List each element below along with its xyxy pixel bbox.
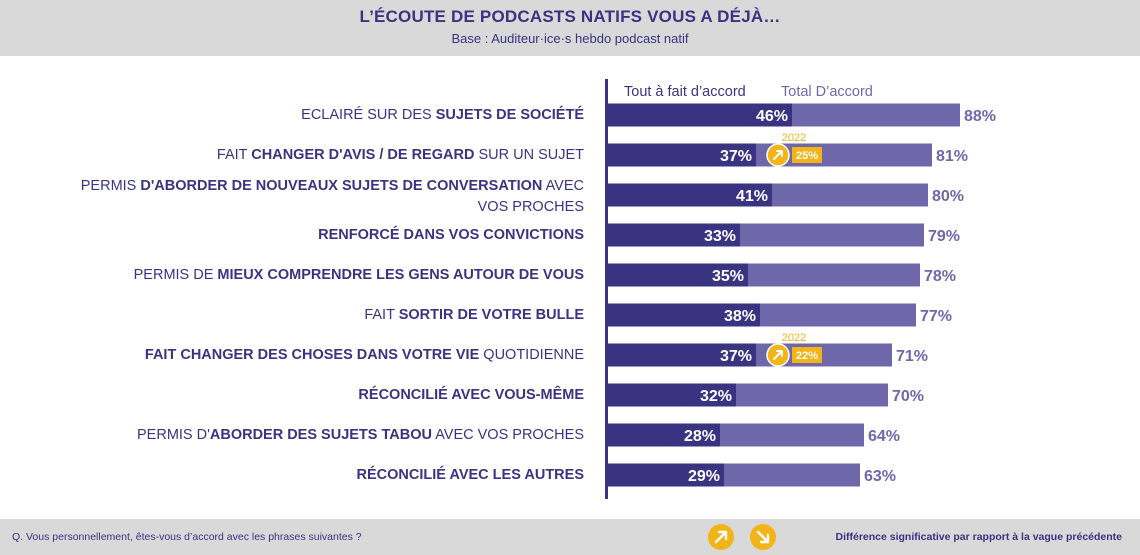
category-label-line: RENFORCÉ DANS VOS CONVICTIONS [318, 225, 584, 246]
arrow-up-right-glyph [773, 150, 783, 160]
bar-tout-a-fait-accord [608, 423, 720, 447]
previous-value-label: 22% [796, 350, 818, 362]
bar-tout-a-fait-accord [608, 463, 724, 487]
category-label-line: PERMIS D'ABORDER DE NOUVEAUX SUJETS DE C… [81, 176, 584, 197]
legend-series-2: Total D’accord [781, 84, 873, 100]
chart-title: L’ÉCOUTE DE PODCASTS NATIFS VOUS A DÉJÀ… [359, 7, 781, 26]
category-label-line: FAIT SORTIR DE VOTRE BULLE [364, 305, 584, 326]
category-label: RÉCONCILIÉ AVEC VOUS-MÊME [358, 385, 584, 406]
label-part: FAIT [364, 306, 399, 323]
label-bold-part: RENFORCÉ DANS VOS CONVICTIONS [318, 226, 584, 243]
label-part: PERMIS [80, 178, 141, 194]
data-label-total: 78% [924, 268, 956, 285]
previous-value-badge [792, 347, 822, 363]
footer: Q. Vous personnellement, êtes-vous d’acc… [0, 519, 1140, 555]
data-label-total: 77% [920, 308, 952, 325]
arrow-up-right-glyph [773, 350, 783, 360]
data-label-tout-a-fait: 32% [700, 388, 732, 405]
data-label-total: 88% [964, 108, 996, 125]
label-bold-part: FAIT CHANGER DES CHOSES DANS VOTRE VIE [144, 346, 480, 363]
bar-tout-a-fait-accord [608, 223, 740, 247]
category-label: FAIT CHANGER D'AVIS / DE REGARD SUR UN S… [217, 145, 584, 166]
data-label-tout-a-fait: 33% [704, 228, 736, 245]
data-label-total: 81% [936, 148, 968, 165]
category-axis-line [605, 79, 608, 499]
label-bold-part: RÉCONCILIÉ AVEC VOUS-MÊME [358, 386, 584, 403]
arrow-up-right-icon [708, 524, 734, 550]
bar-tout-a-fait-accord [608, 343, 756, 367]
data-label-total: 79% [928, 228, 960, 245]
category-label: PERMIS D'ABORDER DE NOUVEAUX SUJETS DE C… [81, 176, 584, 218]
data-label-tout-a-fait: 37% [720, 348, 752, 365]
chart-header: L’ÉCOUTE DE PODCASTS NATIFS VOUS A DÉJÀ…… [0, 0, 1140, 56]
label-part: PERMIS D' [137, 426, 210, 443]
previous-year-label: 2022 [782, 132, 806, 144]
bar-tout-a-fait-accord [608, 103, 792, 127]
category-label-line: FAIT CHANGER D'AVIS / DE REGARD SUR UN S… [217, 145, 584, 166]
previous-year-label: 2022 [782, 332, 806, 344]
data-label-tout-a-fait: 28% [684, 428, 716, 445]
category-label: RÉCONCILIÉ AVEC LES AUTRES [357, 465, 584, 486]
category-label: PERMIS D'ABORDER DES SUJETS TABOU AVEC V… [137, 425, 584, 446]
label-part: AVEC VOS PROCHES [431, 426, 584, 443]
question-text: Q. Vous personnellement, êtes-vous d’acc… [12, 531, 362, 543]
data-label-total: 71% [896, 348, 928, 365]
category-label: RENFORCÉ DANS VOS CONVICTIONS [318, 225, 584, 246]
label-bold-part: D'ABORDER DE NOUVEAUX SUJETS DE CONVERSA… [140, 178, 543, 194]
label-part: FAIT [216, 146, 252, 163]
category-label: FAIT CHANGER DES CHOSES DANS VOTRE VIE Q… [145, 345, 584, 366]
label-bold-part: SORTIR DE VOTRE BULLE [398, 306, 584, 323]
category-label: FAIT SORTIR DE VOTRE BULLE [364, 305, 584, 326]
label-bold-part: ABORDER DES SUJETS TABOU [209, 426, 432, 443]
label-part: QUOTIDIENNE [479, 346, 584, 363]
data-label-total: 64% [868, 428, 900, 445]
category-label: ECLAIRÉ SUR DES SUJETS DE SOCIÉTÉ [301, 105, 584, 126]
label-part: AVEC [542, 178, 584, 194]
data-label-tout-a-fait: 38% [724, 308, 756, 325]
data-label-total: 80% [932, 188, 964, 205]
label-bold-part: RÉCONCILIÉ AVEC LES AUTRES [356, 466, 584, 483]
chart-subtitle: Base : Auditeur·ice·s hebdo podcast nati… [451, 31, 689, 46]
bar-tout-a-fait-accord [608, 183, 772, 207]
arrow-down-right-icon [750, 524, 776, 550]
label-part: PERMIS DE [133, 266, 218, 283]
category-label: PERMIS DE MIEUX COMPRENDRE LES GENS AUTO… [134, 265, 584, 286]
label-part: ECLAIRÉ SUR DES [301, 106, 436, 123]
bar-tout-a-fait-accord [608, 263, 748, 287]
data-label-tout-a-fait: 35% [712, 268, 744, 285]
category-label-line: VOS PROCHES [81, 197, 584, 218]
previous-value-badge [792, 147, 822, 163]
bar-tout-a-fait-accord [608, 143, 756, 167]
label-part: VOS PROCHES [477, 199, 584, 215]
data-label-tout-a-fait: 41% [736, 188, 768, 205]
previous-value-label: 25% [796, 150, 818, 162]
category-label-line: RÉCONCILIÉ AVEC LES AUTRES [357, 465, 584, 486]
category-label-line: FAIT CHANGER DES CHOSES DANS VOTRE VIE Q… [145, 345, 584, 366]
data-label-total: 70% [892, 388, 924, 405]
category-label-line: ECLAIRÉ SUR DES SUJETS DE SOCIÉTÉ [301, 105, 584, 126]
data-label-tout-a-fait: 37% [720, 148, 752, 165]
label-bold-part: MIEUX COMPRENDRE LES GENS AUTOUR DE VOUS [217, 266, 584, 283]
label-bold-part: SUJETS DE SOCIÉTÉ [435, 106, 584, 123]
data-label-total: 63% [864, 468, 896, 485]
category-label-line: PERMIS D'ABORDER DES SUJETS TABOU AVEC V… [137, 425, 584, 446]
label-bold-part: CHANGER D'AVIS / DE REGARD [251, 146, 475, 163]
category-label-line: PERMIS DE MIEUX COMPRENDRE LES GENS AUTO… [134, 265, 584, 286]
category-label-line: RÉCONCILIÉ AVEC VOUS-MÊME [358, 385, 584, 406]
data-label-tout-a-fait: 29% [688, 468, 720, 485]
bar-tout-a-fait-accord [608, 383, 736, 407]
label-part: SUR UN SUJET [474, 146, 584, 163]
legend-series-1: Tout à fait d’accord [624, 84, 746, 100]
significance-note: Différence significative par rapport à l… [835, 531, 1122, 543]
data-label-tout-a-fait: 46% [756, 108, 788, 125]
bar-tout-a-fait-accord [608, 303, 760, 327]
